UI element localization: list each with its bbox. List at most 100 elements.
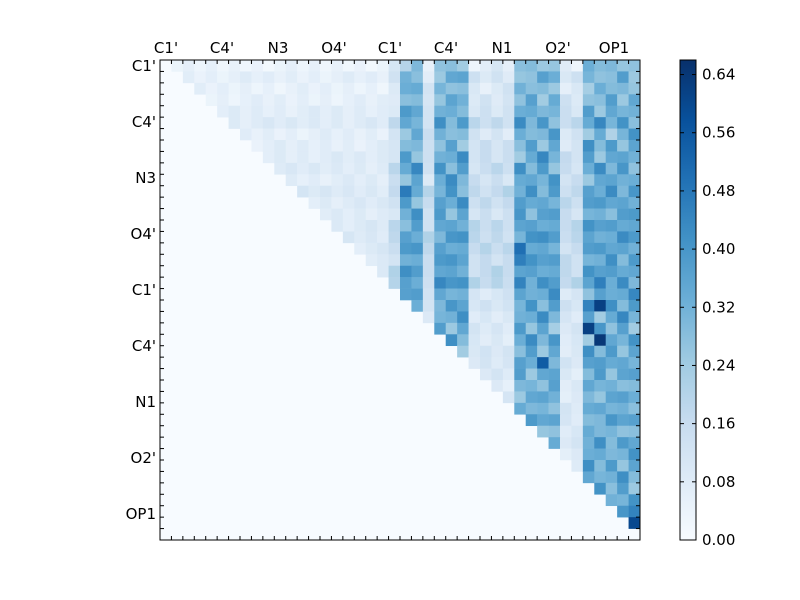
- heatmap-cell: [537, 94, 549, 107]
- heatmap-cell: [400, 174, 412, 187]
- heatmap-cell: [571, 185, 584, 198]
- heatmap-cell: [422, 208, 435, 221]
- heatmap-cell: [537, 322, 549, 335]
- heatmap-cell: [537, 197, 549, 209]
- heatmap-cell: [262, 94, 275, 107]
- heatmap-cell: [605, 391, 618, 404]
- heatmap-cell: [617, 494, 629, 507]
- heatmap-cell: [514, 357, 527, 369]
- heatmap-cell: [594, 482, 607, 495]
- heatmap-cell: [548, 208, 561, 221]
- heatmap-cell: [514, 174, 527, 187]
- heatmap-cell: [571, 242, 584, 255]
- heatmap-cell: [571, 151, 584, 164]
- heatmap-cell: [285, 60, 298, 72]
- heatmap-cell: [388, 128, 401, 141]
- heatmap-cell: [468, 82, 481, 95]
- heatmap-cell: [331, 220, 344, 232]
- heatmap-cell: [182, 60, 195, 72]
- heatmap-cell: [297, 151, 309, 164]
- heatmap-cell: [480, 288, 492, 301]
- heatmap-cell: [377, 242, 389, 255]
- heatmap-cell: [297, 94, 309, 107]
- heatmap-cell: [388, 254, 401, 267]
- heatmap-cell: [342, 151, 355, 164]
- heatmap-cell: [457, 265, 469, 278]
- heatmap-cell: [502, 288, 515, 301]
- heatmap-cell: [628, 460, 641, 472]
- heatmap-cell: [525, 60, 538, 72]
- heatmap-cell: [445, 242, 458, 255]
- heatmap-cell: [548, 357, 561, 369]
- heatmap-cell: [502, 71, 515, 84]
- heatmap-cell: [182, 71, 195, 84]
- heatmap-cell: [582, 334, 595, 347]
- heatmap-cell: [617, 162, 629, 175]
- heatmap-cell: [628, 391, 641, 404]
- heatmap-cell: [514, 334, 527, 347]
- heatmap-cell: [617, 174, 629, 187]
- heatmap-cell: [308, 140, 321, 152]
- heatmap-cell: [582, 140, 595, 152]
- heatmap-cell: [457, 140, 469, 152]
- heatmap-cell: [331, 105, 344, 118]
- heatmap-cell: [560, 311, 572, 324]
- heatmap-cell: [582, 242, 595, 255]
- heatmap-cell: [377, 71, 389, 84]
- heatmap-cell: [480, 368, 492, 381]
- heatmap-cell: [548, 174, 561, 187]
- heatmap-cell: [480, 254, 492, 267]
- heatmap-cell: [445, 288, 458, 301]
- heatmap-cell: [514, 128, 527, 141]
- heatmap-cell: [388, 220, 401, 232]
- heatmap-cell: [468, 311, 481, 324]
- heatmap-cell: [354, 242, 367, 255]
- heatmap-cell: [468, 117, 481, 129]
- heatmap-cell: [457, 174, 469, 187]
- heatmap-cell: [571, 82, 584, 95]
- heatmap-cell: [560, 197, 572, 209]
- heatmap-cell: [377, 60, 389, 72]
- heatmap-cell: [491, 380, 504, 392]
- x-tick-label: N1: [492, 39, 513, 57]
- heatmap-cell: [594, 368, 607, 381]
- heatmap-cell: [468, 128, 481, 141]
- heatmap-cell: [571, 117, 584, 129]
- heatmap-cell: [502, 82, 515, 95]
- heatmap-cell: [525, 185, 538, 198]
- heatmap-cell: [400, 254, 412, 267]
- heatmap-cell: [491, 368, 504, 381]
- heatmap-cell: [502, 140, 515, 152]
- heatmap-cell: [617, 128, 629, 141]
- heatmap-cell: [365, 105, 378, 118]
- heatmap-cell: [617, 368, 629, 381]
- heatmap-cell: [537, 380, 549, 392]
- heatmap-cell: [491, 208, 504, 221]
- heatmap-cell: [605, 128, 618, 141]
- heatmap-cell: [491, 174, 504, 187]
- heatmap-cell: [605, 368, 618, 381]
- heatmap-cell: [480, 82, 492, 95]
- heatmap-cell: [628, 220, 641, 232]
- heatmap-cell: [571, 391, 584, 404]
- heatmap-cell: [548, 368, 561, 381]
- heatmap-cell: [354, 208, 367, 221]
- heatmap-cell: [617, 265, 629, 278]
- heatmap-cell: [331, 71, 344, 84]
- heatmap-cell: [571, 71, 584, 84]
- heatmap-cell: [525, 300, 538, 312]
- heatmap-cell: [525, 391, 538, 404]
- heatmap-cell: [240, 117, 252, 129]
- heatmap-cell: [308, 128, 321, 141]
- heatmap-cell: [297, 174, 309, 187]
- heatmap-cell: [457, 128, 469, 141]
- heatmap-cell: [502, 311, 515, 324]
- heatmap-cell: [594, 288, 607, 301]
- heatmap-cell: [468, 197, 481, 209]
- heatmap-cell: [411, 105, 424, 118]
- heatmap-cell: [594, 220, 607, 232]
- heatmap-cell: [411, 151, 424, 164]
- heatmap-cell: [320, 140, 332, 152]
- heatmap-cell: [320, 82, 332, 95]
- heatmap-cell: [594, 391, 607, 404]
